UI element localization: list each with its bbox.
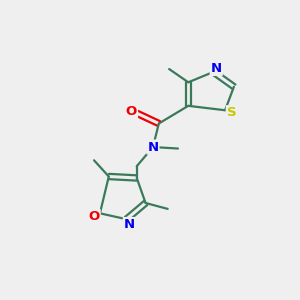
Text: O: O [88, 210, 100, 223]
Text: N: N [124, 218, 135, 231]
Text: N: N [211, 62, 222, 75]
Text: N: N [147, 141, 158, 154]
Text: S: S [227, 106, 236, 119]
Text: O: O [126, 105, 137, 118]
